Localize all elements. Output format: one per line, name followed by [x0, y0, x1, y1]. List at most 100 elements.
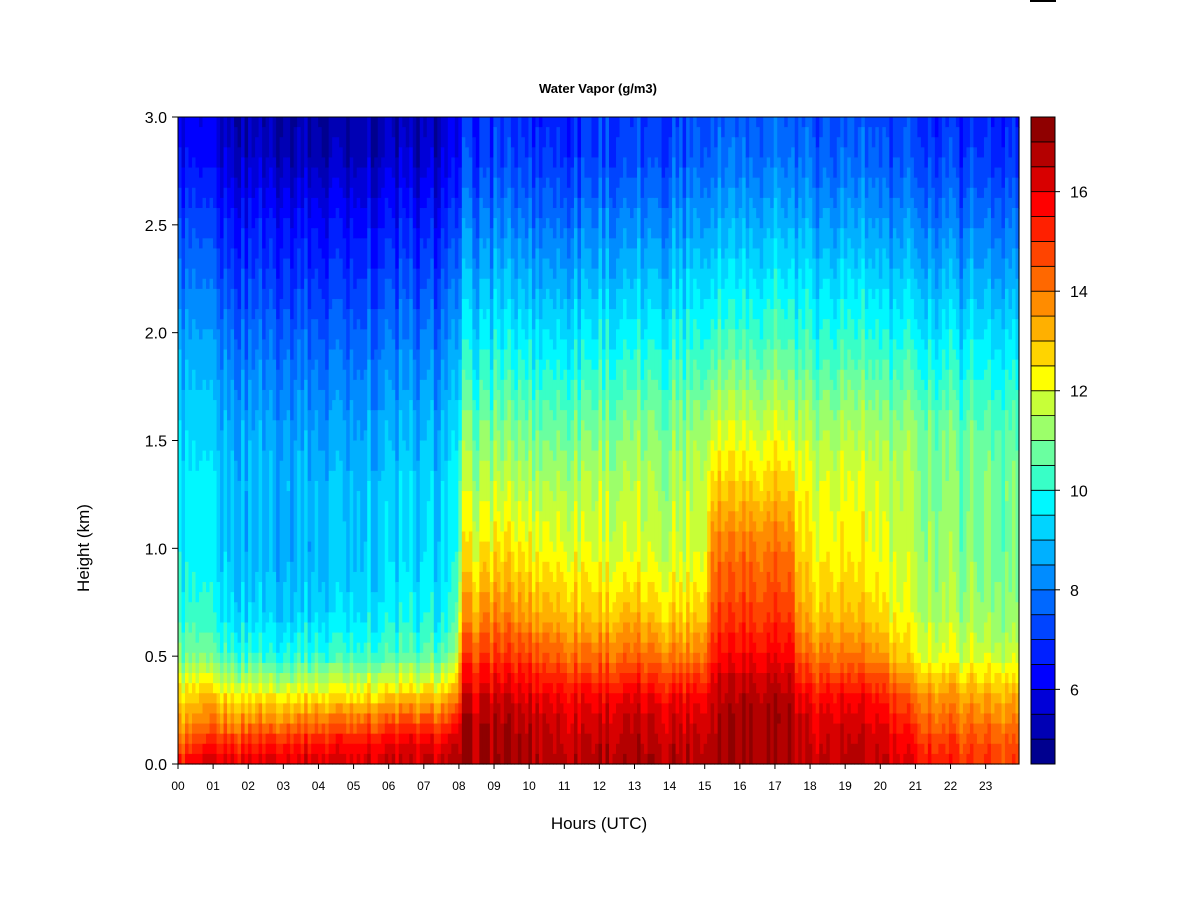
heatmap-cell-hour-04: [346, 117, 351, 169]
heatmap-cell-hour-07: [430, 662, 435, 674]
heatmap-cell-hour-14: [693, 632, 698, 654]
heatmap-cell-hour-11: [566, 258, 572, 300]
heatmap-cell-hour-23: [1011, 248, 1017, 290]
heatmap-cell-hour-03: [293, 713, 298, 725]
heatmap-cell-hour-03: [286, 349, 291, 411]
heatmap-cell-hour-18: [808, 420, 813, 462]
heatmap-cell-hour-11: [563, 369, 568, 411]
heatmap-cell-hour-03: [297, 127, 302, 179]
heatmap-cell-hour-22: [948, 369, 954, 411]
heatmap-cell-hour-00: [209, 703, 214, 715]
heatmap-cell-hour-21: [924, 561, 929, 634]
heatmap-cell-hour-20: [896, 157, 901, 199]
heatmap-cell-hour-20: [899, 673, 904, 684]
heatmap-cell-hour-15: [717, 602, 722, 634]
heatmap-cell-hour-01: [220, 571, 225, 624]
heatmap-cell-hour-01: [237, 703, 242, 715]
heatmap-cell-hour-05: [374, 673, 379, 684]
heatmap-cell-hour-21: [920, 339, 925, 381]
heatmap-cell-hour-10: [545, 723, 551, 765]
heatmap-cell-hour-08: [472, 117, 477, 138]
heatmap-cell-hour-07: [454, 400, 459, 452]
heatmap-cell-hour-18: [836, 642, 841, 654]
heatmap-cell-hour-04: [325, 197, 330, 239]
heatmap-cell-hour-13: [658, 652, 663, 664]
heatmap-cell-hour-08: [479, 167, 484, 199]
heatmap-cell-hour-17: [787, 460, 792, 492]
heatmap-cell-hour-14: [696, 693, 701, 704]
heatmap-cell-hour-13: [640, 652, 645, 664]
heatmap-cell-hour-08: [475, 491, 480, 533]
heatmap-cell-hour-10: [538, 218, 544, 250]
heatmap-cell-hour-20: [896, 602, 901, 634]
heatmap-cell-hour-14: [668, 137, 673, 179]
heatmap-cell-hour-19: [871, 298, 876, 341]
heatmap-cell-hour-09: [503, 723, 508, 765]
x-tick-label: 20: [874, 779, 888, 793]
heatmap-cell-hour-02: [262, 662, 267, 674]
heatmap-cell-hour-01: [213, 339, 218, 401]
heatmap-cell-hour-16: [756, 450, 761, 482]
heatmap-cell-hour-04: [318, 177, 323, 209]
heatmap-cell-hour-13: [644, 693, 649, 715]
heatmap-cell-hour-08: [486, 389, 491, 421]
heatmap-cell-hour-10: [552, 309, 558, 351]
heatmap-cell-hour-07: [454, 652, 459, 664]
heatmap-cell-hour-18: [826, 207, 831, 250]
heatmap-cell-hour-21: [927, 521, 932, 624]
heatmap-cell-hour-11: [573, 632, 579, 654]
heatmap-cell-hour-21: [927, 410, 932, 522]
heatmap-cell-hour-16: [756, 218, 761, 250]
heatmap-cell-hour-17: [805, 491, 810, 563]
heatmap-cell-hour-22: [973, 147, 978, 189]
heatmap-cell-hour-22: [952, 662, 957, 674]
heatmap-cell-hour-08: [461, 571, 466, 593]
heatmap-cell-hour-20: [896, 379, 901, 421]
heatmap-cell-hour-02: [258, 319, 263, 361]
heatmap-cell-hour-02: [258, 753, 263, 765]
heatmap-cell-hour-16: [766, 491, 771, 512]
heatmap-cell-hour-08: [489, 440, 494, 482]
heatmap-cell-hour-02: [255, 683, 260, 694]
heatmap-cell-hour-00: [185, 733, 190, 745]
heatmap-cell-hour-15: [731, 662, 736, 674]
heatmap-cell-hour-09: [500, 117, 505, 169]
heatmap-cell-hour-13: [640, 379, 645, 411]
heatmap-cell-hour-07: [437, 723, 442, 735]
heatmap-cell-hour-02: [269, 288, 274, 330]
heatmap-cell-hour-06: [409, 218, 414, 260]
heatmap-cell-hour-19: [854, 369, 859, 411]
heatmap-cell-hour-03: [290, 228, 295, 270]
heatmap-cell-hour-17: [777, 117, 782, 159]
heatmap-cell-hour-15: [728, 298, 733, 330]
heatmap-cell-hour-22: [966, 117, 971, 148]
heatmap-cell-hour-18: [812, 137, 817, 189]
heatmap-cell-hour-14: [686, 713, 691, 745]
heatmap-cell-hour-08: [468, 450, 473, 492]
heatmap-cell-hour-17: [805, 440, 810, 492]
heatmap-cell-hour-04: [318, 207, 323, 250]
heatmap-cell-hour-14: [686, 167, 691, 199]
heatmap-cell-hour-18: [840, 673, 845, 684]
heatmap-cell-hour-21: [924, 693, 929, 715]
heatmap-cell-hour-07: [444, 582, 449, 634]
heatmap-cell-hour-22: [966, 683, 971, 704]
heatmap-cell-hour-21: [931, 693, 936, 715]
heatmap-cell-hour-02: [279, 743, 284, 755]
heatmap-cell-hour-05: [374, 117, 379, 159]
heatmap-cell-hour-20: [903, 713, 908, 725]
heatmap-cell-hour-12: [605, 288, 610, 320]
heatmap-cell-hour-07: [430, 349, 435, 401]
heatmap-cell-hour-05: [363, 673, 368, 684]
heatmap-cell-hour-09: [503, 501, 508, 533]
heatmap-cell-hour-03: [286, 693, 291, 704]
heatmap-cell-hour-11: [580, 197, 586, 229]
heatmap-cell-hour-00: [185, 673, 190, 684]
heatmap-cell-hour-10: [559, 571, 565, 613]
heatmap-cell-hour-12: [598, 440, 603, 482]
heatmap-cell-hour-11: [587, 470, 593, 543]
heatmap-cell-hour-12: [598, 622, 603, 634]
heatmap-cell-hour-04: [342, 713, 347, 725]
heatmap-cell-hour-06: [416, 683, 421, 694]
